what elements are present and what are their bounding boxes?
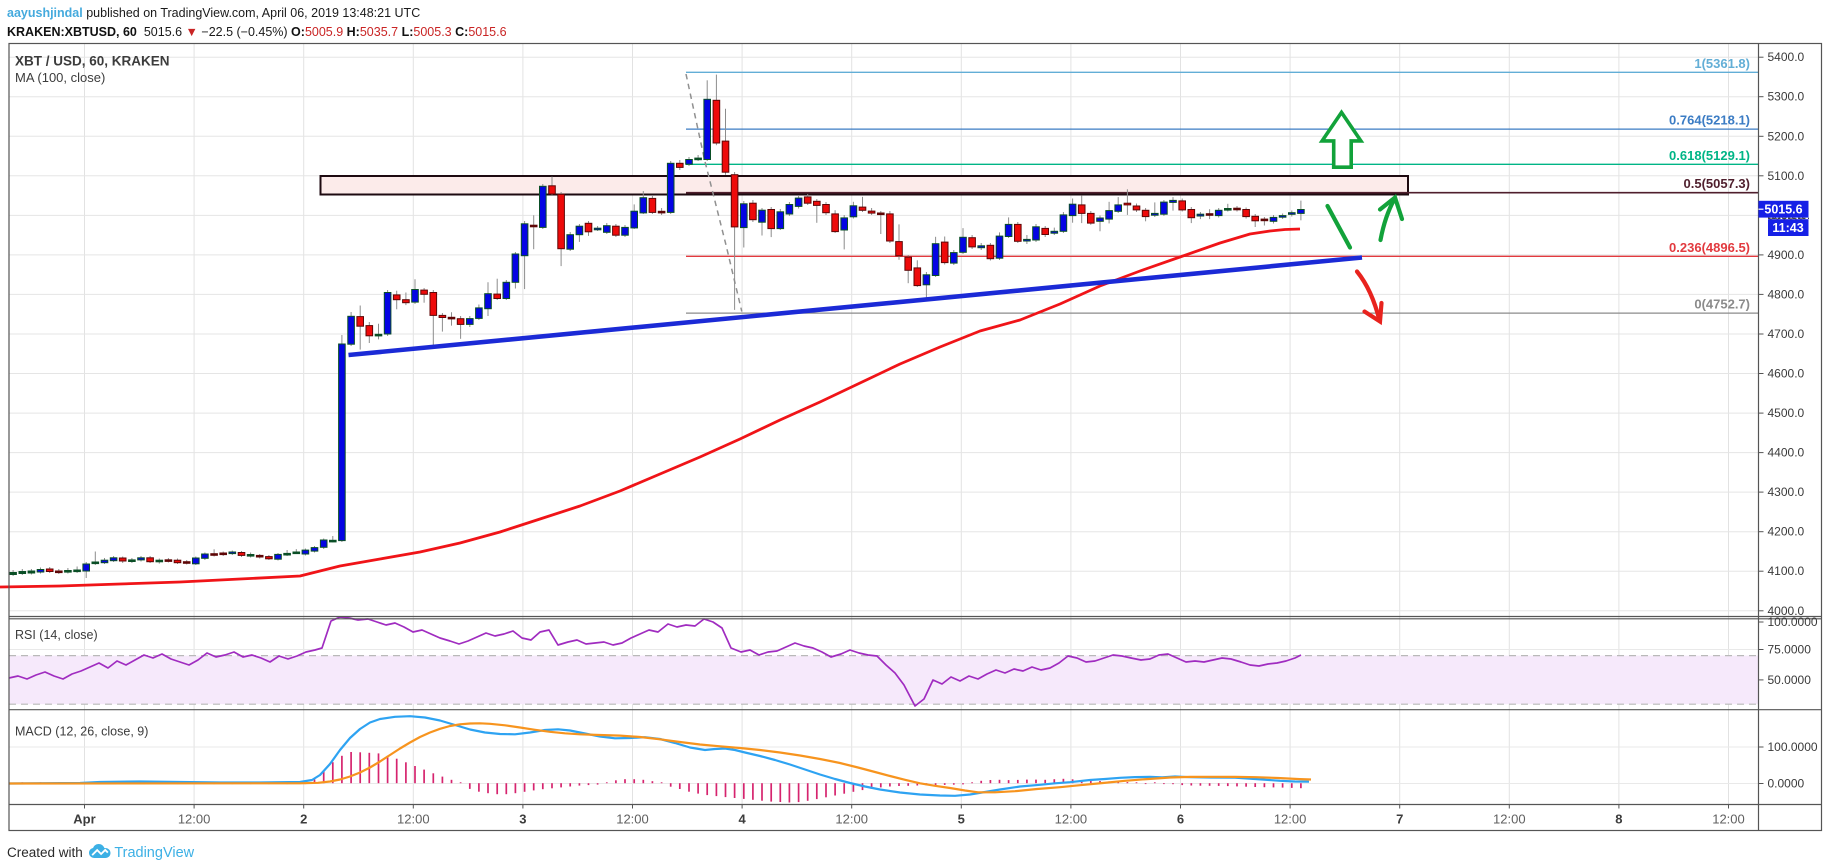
svg-text:12:00: 12:00 [178, 812, 211, 827]
svg-text:100.0000: 100.0000 [1768, 615, 1818, 629]
svg-text:2: 2 [300, 812, 307, 827]
svg-text:3: 3 [519, 812, 526, 827]
svg-text:4700.0: 4700.0 [1768, 327, 1805, 341]
svg-text:4: 4 [738, 812, 746, 827]
svg-text:75.0000: 75.0000 [1768, 643, 1812, 657]
svg-text:6: 6 [1177, 812, 1184, 827]
svg-text:100.0000: 100.0000 [1768, 740, 1818, 754]
svg-text:4600.0: 4600.0 [1768, 367, 1805, 381]
svg-text:5100.0: 5100.0 [1768, 169, 1805, 183]
svg-text:4100.0: 4100.0 [1768, 564, 1805, 578]
svg-text:4900.0: 4900.0 [1768, 248, 1805, 262]
svg-text:4000.0: 4000.0 [1768, 604, 1805, 618]
svg-text:0.764(5218.1): 0.764(5218.1) [1669, 113, 1750, 128]
svg-text:12:00: 12:00 [397, 812, 430, 827]
svg-text:4500.0: 4500.0 [1768, 406, 1805, 420]
svg-text:12:00: 12:00 [835, 812, 868, 827]
svg-text:RSI (14, close): RSI (14, close) [15, 628, 98, 642]
svg-text:11:43: 11:43 [1772, 221, 1803, 235]
svg-text:12:00: 12:00 [616, 812, 649, 827]
svg-text:8: 8 [1615, 812, 1622, 827]
svg-text:MACD (12, 26, close, 9): MACD (12, 26, close, 9) [15, 725, 148, 739]
svg-text:7: 7 [1396, 812, 1403, 827]
svg-text:12:00: 12:00 [1493, 812, 1526, 827]
svg-text:0.236(4896.5): 0.236(4896.5) [1669, 240, 1750, 255]
svg-text:4200.0: 4200.0 [1768, 525, 1805, 539]
svg-text:5400.0: 5400.0 [1768, 50, 1805, 64]
svg-text:5200.0: 5200.0 [1768, 129, 1805, 143]
svg-text:50.0000: 50.0000 [1768, 673, 1812, 687]
svg-text:12:00: 12:00 [1712, 812, 1745, 827]
svg-text:0.618(5129.1): 0.618(5129.1) [1669, 148, 1750, 163]
svg-text:1(5361.8): 1(5361.8) [1694, 56, 1750, 71]
svg-text:5300.0: 5300.0 [1768, 90, 1805, 104]
svg-text:XBT / USD, 60, KRAKEN: XBT / USD, 60, KRAKEN [15, 54, 170, 69]
svg-text:4400.0: 4400.0 [1768, 446, 1805, 460]
svg-text:0.0000: 0.0000 [1768, 777, 1805, 791]
svg-text:Apr: Apr [73, 812, 95, 827]
svg-text:0.5(5057.3): 0.5(5057.3) [1684, 176, 1751, 191]
svg-text:5015.6: 5015.6 [1764, 202, 1802, 216]
svg-text:5: 5 [958, 812, 965, 827]
svg-text:12:00: 12:00 [1274, 812, 1307, 827]
svg-text:MA (100, close): MA (100, close) [15, 70, 105, 85]
svg-text:12:00: 12:00 [1055, 812, 1088, 827]
svg-text:4300.0: 4300.0 [1768, 485, 1805, 499]
svg-text:4800.0: 4800.0 [1768, 287, 1805, 301]
svg-text:0(4752.7): 0(4752.7) [1694, 297, 1750, 312]
